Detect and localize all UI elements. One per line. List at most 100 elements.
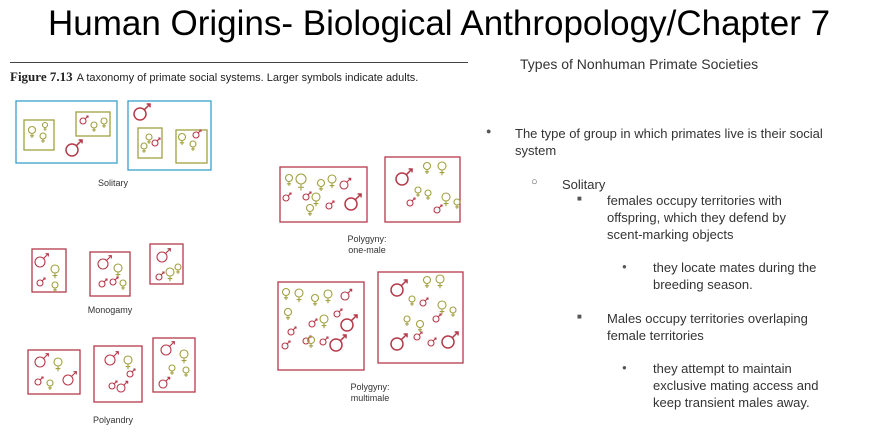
female-symbol	[414, 186, 422, 197]
male-symbol	[333, 308, 343, 318]
female-symbol	[441, 192, 451, 207]
male-symbol	[62, 371, 77, 386]
male-symbol	[427, 337, 437, 347]
female-symbol	[327, 174, 337, 189]
female-symbol	[145, 133, 153, 144]
female-symbol	[51, 281, 59, 292]
female-symbol	[323, 289, 333, 304]
female-symbol	[311, 192, 321, 207]
male-symbol	[158, 376, 171, 389]
male-symbol	[156, 248, 171, 263]
male-symbol	[34, 376, 44, 386]
multimale-box	[377, 271, 464, 364]
bullet-solitary: Solitary	[562, 177, 606, 192]
female-symbol	[310, 293, 320, 307]
female-symbol	[27, 125, 37, 139]
solitary-box-right	[127, 100, 212, 171]
female-symbol	[41, 121, 49, 131]
female-symbol	[50, 264, 60, 279]
female-symbol	[113, 263, 123, 278]
male-symbol	[116, 380, 129, 393]
male-symbol	[390, 279, 408, 297]
figure-caption-text: A taxonomy of primate social systems. La…	[76, 72, 419, 84]
male-symbol	[79, 115, 89, 125]
female-symbol	[284, 173, 294, 187]
male-symbol	[344, 193, 362, 211]
bullet-marker-5: ■	[577, 312, 582, 321]
one-male-box	[384, 156, 461, 223]
female-symbol	[435, 274, 445, 289]
male-symbol	[109, 276, 119, 286]
group-boxes	[15, 100, 464, 403]
male-symbol	[155, 271, 165, 281]
female-symbol	[449, 306, 457, 317]
bullet-marker-2: ○	[531, 176, 538, 188]
female-symbol	[179, 349, 189, 364]
female-symbol	[46, 379, 54, 390]
figure-caption: Figure 7.13 A taxonomy of primate social …	[10, 69, 418, 85]
male-symbol	[34, 253, 49, 268]
male-symbol	[192, 129, 202, 139]
female-symbol	[294, 288, 304, 303]
solitary-inner-box	[175, 129, 208, 164]
female-symbol	[319, 314, 329, 329]
bullet-males-territories: Males occupy territories overlaping fema…	[607, 311, 808, 343]
female-symbol	[415, 319, 425, 333]
male-symbol	[160, 341, 175, 356]
bullet-females-territories: females occupy territories with offsprin…	[607, 193, 786, 242]
bullet-locate-mates: they locate mates during the breeding se…	[653, 260, 817, 292]
slide-title: Human Origins- Biological Anthropology/C…	[47, 4, 831, 43]
polyandry-box	[93, 345, 143, 403]
figure-rule	[10, 62, 468, 63]
male-symbol	[302, 191, 312, 201]
male-symbol	[104, 351, 119, 366]
male-symbol	[432, 313, 442, 323]
female-symbol	[140, 142, 148, 153]
female-symbol	[123, 355, 133, 370]
female-symbol	[453, 198, 461, 209]
figure-7-13: Figure 7.13 A taxonomy of primate social …	[10, 62, 472, 432]
male-symbol	[406, 197, 416, 207]
male-symbol	[287, 326, 297, 336]
female-symbol	[424, 189, 432, 200]
female-symbol	[422, 161, 432, 175]
male-symbol	[390, 333, 408, 351]
female-symbol	[283, 307, 293, 321]
male-symbol	[419, 297, 429, 307]
female-symbol	[168, 364, 176, 375]
male-symbol	[395, 168, 413, 186]
male-symbol	[281, 340, 291, 350]
female-symbol	[165, 267, 175, 282]
female-symbol	[189, 140, 197, 151]
female-symbol	[295, 173, 307, 191]
female-symbol	[305, 203, 315, 217]
female-symbol	[316, 178, 326, 192]
male-symbol	[97, 255, 112, 270]
male-symbol	[308, 318, 318, 328]
male-symbol	[36, 277, 46, 287]
primate-social-systems-diagram: Solitary Monogamy Polyandry Polygyny: on…	[15, 100, 464, 425]
male-symbol	[340, 288, 353, 301]
female-symbol	[177, 132, 187, 146]
male-symbol	[441, 331, 459, 349]
monogamy-box	[31, 248, 67, 293]
female-symbol	[281, 287, 291, 301]
male-symbol	[282, 192, 292, 202]
male-symbol	[126, 368, 136, 378]
solitary-inner-box	[23, 119, 55, 151]
multimale-box	[277, 281, 365, 371]
female-symbol	[403, 315, 411, 326]
female-symbol	[100, 117, 108, 128]
polyandry-box	[152, 337, 196, 393]
male-symbol	[133, 103, 151, 121]
female-symbol	[39, 132, 47, 143]
male-symbol	[433, 204, 443, 214]
solitary-box-left	[15, 100, 118, 164]
male-symbol	[325, 200, 335, 210]
solitary-inner-box	[137, 127, 163, 159]
label-polygyny-multimale-2: multimale	[351, 393, 390, 403]
bullet-marker-1: ●	[486, 126, 492, 136]
male-symbol	[329, 334, 347, 352]
label-polygyny-one-male-2: one-male	[348, 245, 386, 255]
solitary-inner-box	[75, 111, 111, 137]
